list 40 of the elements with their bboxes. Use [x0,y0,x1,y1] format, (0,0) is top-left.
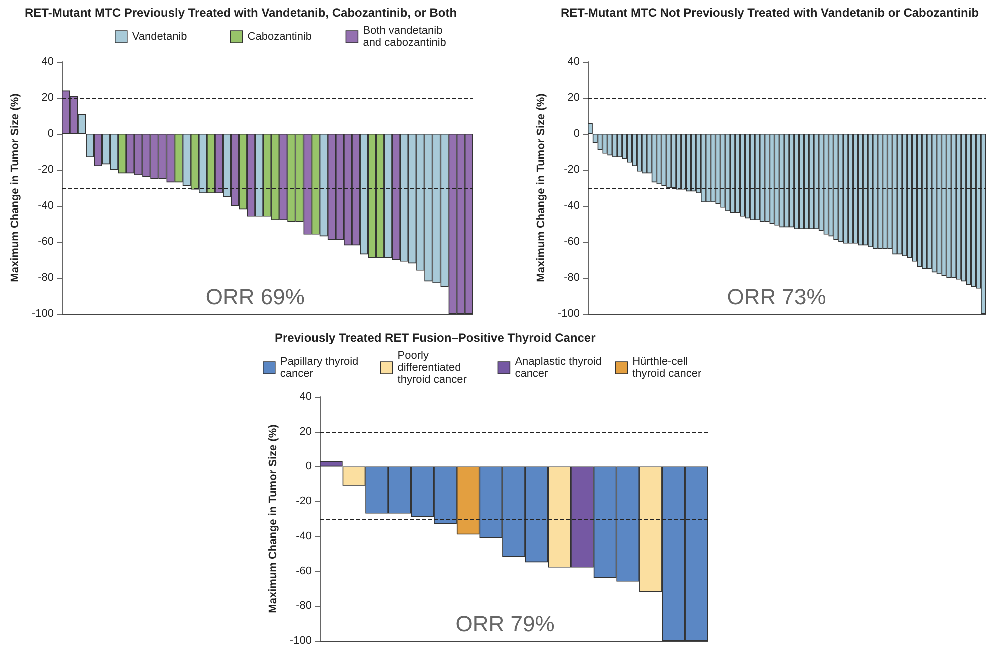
y-tick-label: -20 [296,496,312,508]
y-tick-label: 20 [42,92,54,104]
y-tick-label: -40 [296,530,312,542]
chart-title: RET-Mutant MTC Previously Treated with Vandetanib, Cabozantinib, or Both [25,6,458,20]
annotation: ORR 73% [727,284,826,310]
y-tick-label: -40 [38,200,54,212]
legend-label: Hürthle-cell thyroid cancer [632,356,702,380]
y-tick-label: 40 [300,391,312,403]
legend-label: Vandetanib [132,31,188,43]
y-axis-title: Maximum Change in Tumor Size (%) [268,424,280,614]
legend-label: Anaplastic thyroid cancer [515,356,606,380]
annotation: ORR 69% [206,284,305,310]
legend-label: Poorly differentiated thyroid cancer [398,350,468,386]
y-tick-label: 20 [300,426,312,438]
y-tick-label: -80 [564,272,580,284]
annotation: ORR 79% [456,612,555,636]
y-tick-label: -60 [38,236,54,248]
y-axis-title: Maximum Change in Tumor Size (%) [536,93,548,282]
y-tick-label: -40 [564,200,580,212]
y-tick-label: -60 [296,565,312,578]
y-tick-label: -100 [290,635,312,647]
y-axis-title: Maximum Change in Tumor Size (%) [10,93,22,282]
y-tick-label: 40 [568,56,580,68]
y-tick-label: 0 [574,128,580,140]
y-tick-label: -20 [38,164,54,176]
y-tick-label: -80 [38,272,54,284]
y-tick-label: 40 [42,56,54,68]
chart-title: RET-Mutant MTC Not Previously Treated with Vandetanib or Cabozantinib [561,6,980,20]
y-tick-label: 0 [306,460,312,473]
y-tick-label: 0 [48,128,54,140]
y-tick-label: -100 [32,308,54,320]
y-tick-label: -60 [564,236,580,248]
legend-label: Both vandetanib and cabozantinib [363,25,446,49]
legend-label: Cabozantinib [248,31,312,43]
y-tick-label: -20 [564,164,580,176]
y-tick-label: -80 [296,600,312,612]
legend-label: Papillary thyroid cancer [280,356,362,380]
chart-title: Previously Treated RET Fusion–Positive Thyroid Cancer [275,331,596,345]
y-tick-label: -100 [558,308,580,320]
y-tick-label: 20 [568,92,580,104]
